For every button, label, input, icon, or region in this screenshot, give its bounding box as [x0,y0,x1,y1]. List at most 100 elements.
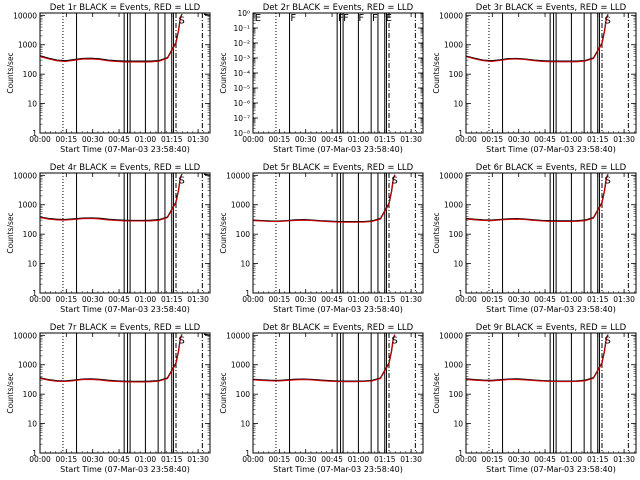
x-axis-label: Start Time (07-Mar-03 23:58:40) [273,145,403,154]
x-tick-label: 01:30 [187,135,209,144]
plot-area [40,173,210,293]
y-tick-label: 10000 [13,171,37,180]
x-tick-label: 00:45 [534,295,556,304]
y-tick-label: 10 [453,260,463,269]
plot-frame [252,332,424,454]
y-tick-label: 1000 [444,201,463,210]
x-tick-label: 01:15 [161,135,183,144]
y-tick-label: 1 [458,289,463,298]
marker-label: S [179,335,185,346]
y-axis-label: Counts/sec [219,212,228,253]
x-tick-label: 01:30 [613,135,635,144]
plot-area [40,13,210,133]
x-tick-label: 01:15 [587,135,609,144]
plot-area [275,13,416,133]
x-tick-label: 01:30 [613,455,635,464]
series-line-3 [203,173,210,176]
x-axis-label: Start Time (07-Mar-03 23:58:40) [273,305,403,314]
y-tick-label: 10⁻⁷ [233,114,250,123]
plot-area [253,333,416,453]
x-axis-label: Start Time (07-Mar-03 23:58:40) [60,465,190,474]
series-line-2 [466,334,609,383]
y-tick-label: 1000 [18,361,37,370]
x-tick-label: 01:00 [561,135,583,144]
plot-area [253,173,416,293]
marker-label: F [372,13,378,24]
x-tick-label: 00:30 [508,455,530,464]
subplot-title: Det 3r BLACK = Events, RED = LLD [476,3,627,13]
plot-area [466,333,629,453]
x-tick-label: 00:00 [242,455,264,464]
y-tick-label: 1 [32,289,37,298]
y-tick-label: 10⁻⁵ [233,84,250,93]
y-tick-label: 1000 [231,201,250,210]
x-tick-label: 00:45 [321,295,343,304]
y-tick-label: 10000 [13,11,37,20]
x-tick-label: 00:15 [56,135,78,144]
x-tick-label: 01:00 [561,455,583,464]
x-tick-label: 00:00 [455,295,477,304]
plot-area [466,173,629,293]
subplot-title: Det 7r BLACK = Events, RED = LLD [50,323,201,333]
x-tick-label: 00:00 [455,455,477,464]
marker-label: S [179,175,185,186]
marker-label: F [358,13,364,24]
subplot-4: Det 4r BLACK = Events, RED = LLD 00:00 00:… [6,163,211,314]
y-axis-label: Counts/sec [6,52,15,93]
x-tick-label: 01:00 [348,455,370,464]
y-axis-label: Counts/sec [6,372,15,413]
y-tick-label: 10⁻⁸ [233,129,250,138]
x-tick-label: 00:30 [82,455,104,464]
y-axis-label: Counts/sec [6,212,15,253]
y-tick-label: 100 [23,390,38,399]
y-tick-label: 10000 [226,171,250,180]
x-tick-label: 00:00 [29,455,51,464]
x-tick-label: 01:00 [348,295,370,304]
y-tick-label: 10000 [439,171,463,180]
x-tick-label: 00:45 [108,455,130,464]
x-tick-label: 00:45 [321,455,343,464]
series-line-1 [40,173,183,222]
y-tick-label: 10 [240,420,250,429]
x-tick-label: 00:00 [242,295,264,304]
y-tick-label: 100 [449,230,464,239]
y-tick-label: 100 [23,230,38,239]
y-tick-label: 1000 [444,41,463,50]
y-tick-label: 10000 [226,331,250,340]
x-tick-label: 01:30 [400,455,422,464]
x-tick-label: 01:30 [400,295,422,304]
x-tick-label: 01:00 [348,135,370,144]
y-tick-label: 10⁻⁴ [233,69,250,78]
marker-label: E [386,13,392,24]
y-tick-label: 1000 [231,361,250,370]
x-tick-label: 00:15 [482,455,504,464]
y-tick-label: 10 [27,420,37,429]
x-tick-label: 00:45 [321,135,343,144]
subplot-title: Det 1r BLACK = Events, RED = LLD [50,3,201,13]
x-tick-label: 01:00 [135,135,157,144]
x-axis-label: Start Time (07-Mar-03 23:58:40) [486,305,616,314]
y-tick-label: 100 [236,390,251,399]
series-line-2 [40,174,183,222]
marker-label: S [605,175,611,186]
plot-frame [39,12,211,134]
x-tick-label: 00:15 [269,135,291,144]
series-line-2 [40,334,183,383]
series-line-3 [203,333,210,336]
x-tick-label: 00:00 [455,135,477,144]
marker-label: S [392,175,398,186]
x-tick-label: 00:15 [482,295,504,304]
y-axis-label: Counts/sec [432,372,441,413]
x-tick-label: 00:30 [82,135,104,144]
plot-frame [39,172,211,294]
y-tick-label: 10000 [439,11,463,20]
y-axis-label: Counts/sec [432,212,441,253]
plot-area [40,333,210,453]
x-tick-label: 01:00 [135,455,157,464]
y-tick-label: 1 [458,129,463,138]
x-tick-label: 01:15 [374,455,396,464]
y-tick-label: 100 [449,390,464,399]
y-tick-label: 1000 [18,201,37,210]
series-line-2 [466,14,609,63]
x-tick-label: 01:00 [561,295,583,304]
